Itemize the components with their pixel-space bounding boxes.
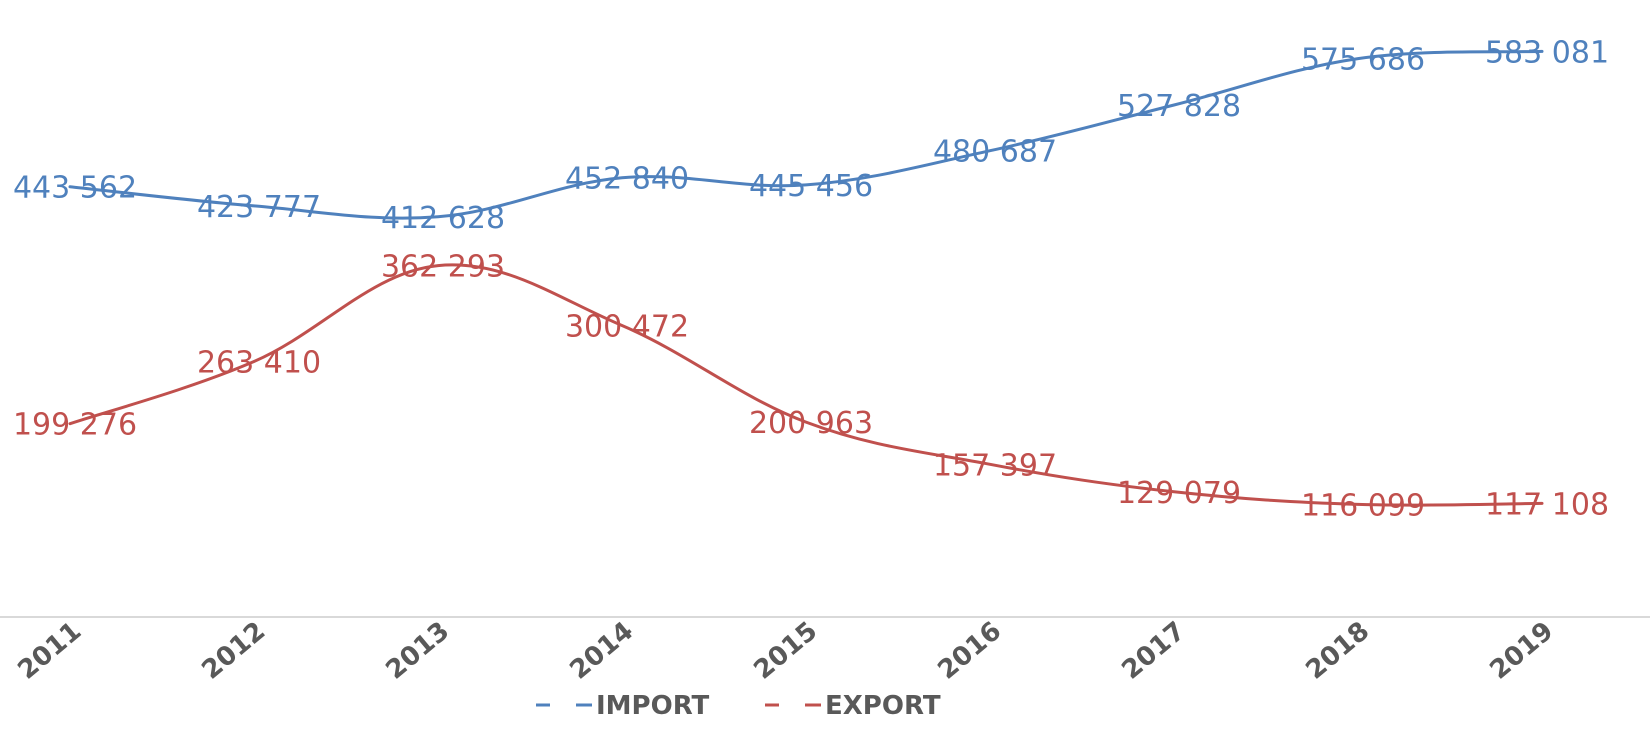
legend: IMPORT EXPORT [536, 691, 941, 721]
legend-label-export: EXPORT [825, 691, 941, 721]
data-label-import-2016: 480 687 [933, 135, 1057, 170]
x-tick-label-2017: 2017 [1116, 616, 1191, 686]
x-tick-label-2018: 2018 [1300, 616, 1375, 686]
data-label-import-2014: 452 840 [565, 162, 689, 197]
data-label-import-2011: 443 562 [13, 171, 137, 206]
data-label-import-2012: 423 777 [197, 190, 321, 225]
x-tick-label-2012: 2012 [196, 616, 271, 686]
x-tick-label-2015: 2015 [748, 616, 823, 686]
data-label-export-2016: 157 397 [933, 448, 1057, 483]
data-label-import-2017: 527 828 [1117, 89, 1241, 124]
x-tick-label-2013: 2013 [380, 616, 455, 686]
legend-label-import: IMPORT [596, 691, 710, 721]
data-label-export-2011: 199 276 [13, 408, 137, 443]
data-label-export-2013: 362 293 [381, 250, 505, 285]
data-label-export-2015: 200 963 [749, 406, 873, 441]
legend-item-import: IMPORT [536, 691, 710, 721]
data-label-import-2013: 412 628 [381, 201, 505, 236]
series-layer [68, 49, 1544, 507]
data-label-export-2019: 117 108 [1485, 487, 1609, 522]
data-label-import-2015: 445 456 [749, 169, 873, 204]
legend-item-export: EXPORT [765, 691, 941, 721]
series-line-import [68, 49, 1544, 220]
data-label-export-2014: 300 472 [565, 310, 689, 345]
x-tick-label-2019: 2019 [1484, 616, 1559, 686]
x-tick-label-2016: 2016 [932, 616, 1007, 686]
series-line-export [68, 263, 1544, 507]
data-label-import-2018: 575 686 [1301, 43, 1425, 78]
x-tick-layer: 2011 2012 2013 2014 2015 2016 2017 2018 2019 [12, 616, 1559, 686]
data-label-layer: 443 562 423 777 412 628 452 840 445 456 480 6… [13, 35, 1609, 523]
x-tick-label-2014: 2014 [564, 616, 639, 686]
data-label-export-2017: 129 079 [1117, 476, 1241, 511]
data-label-import-2019: 583 081 [1485, 35, 1609, 70]
data-label-export-2018: 116 099 [1301, 488, 1425, 523]
data-label-export-2012: 263 410 [197, 345, 321, 380]
x-tick-label-2011: 2011 [12, 616, 87, 686]
